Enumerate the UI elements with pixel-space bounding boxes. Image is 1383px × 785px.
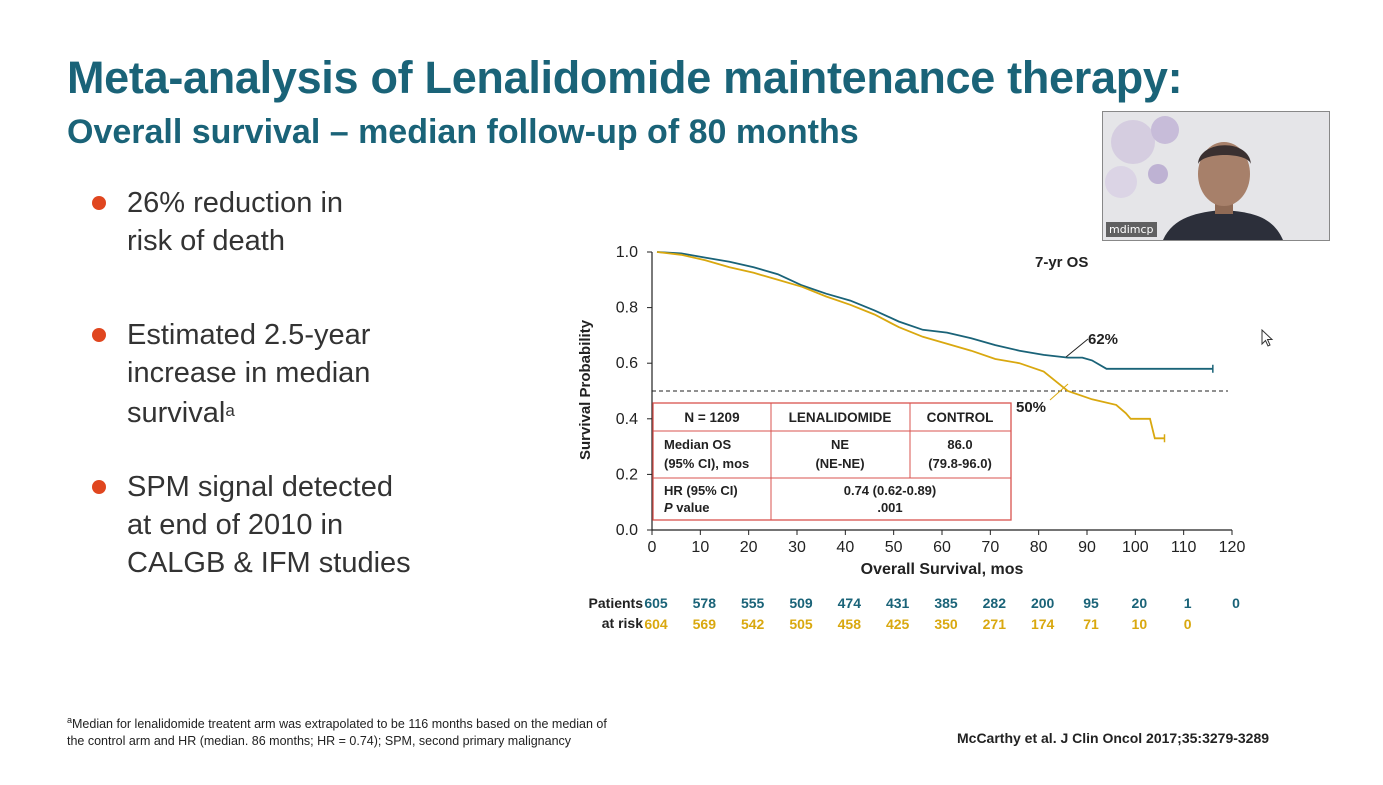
bullet-text: SPM signal detected at end of 2010 in CA…	[127, 471, 411, 579]
slide-subtitle: Overall survival – median follow-up of 8…	[67, 113, 859, 151]
bullet-dot-icon	[92, 328, 106, 342]
risk-count: 542	[741, 616, 765, 632]
chart-ticks: 0.0 0.2 0.4 0.6 0.8 1.0 0 10 20 30 40 50 60 70 80 90 100…	[616, 244, 1246, 556]
table-header-ctrl: CONTROL	[927, 410, 994, 425]
x-tick-label: 40	[836, 539, 854, 556]
risk-label-1: Patients	[589, 595, 644, 611]
risk-count: 605	[644, 595, 668, 611]
pointer-62-line	[1065, 338, 1089, 358]
risk-count: 578	[693, 595, 717, 611]
x-tick-label: 120	[1219, 539, 1246, 556]
risk-count: 71	[1083, 616, 1099, 632]
slide-title: Meta-analysis of Lenalidomide maintenanc…	[67, 52, 1183, 103]
x-tick-label: 30	[788, 539, 806, 556]
annotation-50: 50%	[1016, 399, 1046, 416]
risk-count: 509	[789, 595, 813, 611]
chart-curves	[656, 251, 1214, 443]
risk-count: 431	[886, 595, 910, 611]
risk-count: 385	[934, 595, 958, 611]
risk-count: 555	[741, 595, 765, 611]
table-row1-len: NE (NE-NE)	[815, 437, 864, 471]
y-tick-label: 0.0	[616, 522, 638, 539]
risk-count: 282	[983, 595, 1007, 611]
bullet-text: Estimated 2.5-year increase in median su…	[127, 319, 371, 429]
presenter-video-image	[1103, 112, 1329, 240]
risk-count: 425	[886, 616, 910, 632]
x-tick-label: 110	[1171, 539, 1197, 556]
x-tick-label: 60	[933, 539, 951, 556]
risk-count: 95	[1083, 595, 1099, 611]
x-tick-label: 90	[1078, 539, 1096, 556]
x-tick-label: 100	[1122, 539, 1149, 556]
x-tick-label: 80	[1030, 539, 1048, 556]
table-header-n: N = 1209	[684, 410, 739, 425]
summary-table: N = 1209 LENALIDOMIDE CONTROL Median OS(…	[652, 402, 1012, 521]
risk-count: 20	[1132, 595, 1148, 611]
table-row2-label-b: P value	[664, 500, 710, 515]
risk-count: 474	[838, 595, 862, 611]
x-tick-label: 50	[885, 539, 903, 556]
annotation-62: 62%	[1088, 331, 1118, 348]
y-tick-label: 0.4	[616, 411, 638, 428]
footnote: aMedian for lenalidomide treatent arm wa…	[67, 715, 607, 749]
mouse-cursor-icon	[1261, 329, 1274, 347]
lenalidomide-curve	[656, 251, 1165, 440]
risk-count: 0	[1232, 595, 1240, 611]
risk-count: 350	[934, 616, 958, 632]
citation: McCarthy et al. J Clin Oncol 2017;35:327…	[957, 730, 1270, 746]
risk-label-2: at risk	[602, 615, 643, 631]
table-row2-value: 0.74 (0.62-0.89) .001	[844, 483, 937, 515]
table-row1-ctrl: 86.0 (79.8-96.0)	[928, 437, 992, 471]
x-axis-label: Overall Survival, mos	[861, 561, 1024, 578]
control-curve	[656, 251, 1213, 370]
y-tick-label: 0.2	[616, 466, 638, 483]
x-tick-label: 70	[981, 539, 999, 556]
table-row1-label: Median OS (95% CI), mos	[664, 437, 749, 471]
x-tick-label: 20	[740, 539, 758, 556]
risk-count: 271	[983, 616, 1007, 632]
bullet-text: 26% reduction in risk of death	[127, 187, 344, 257]
y-tick-label: 0.6	[616, 355, 638, 372]
risk-count: 569	[693, 616, 717, 632]
x-tick-label: 10	[691, 539, 709, 556]
x-tick-label: 0	[648, 539, 657, 556]
table-row2-label-a: HR (95% CI)	[664, 483, 738, 498]
pointer-50-line	[1049, 383, 1069, 401]
risk-count: 1	[1184, 595, 1192, 611]
table-header-len: LENALIDOMIDE	[789, 410, 892, 425]
risk-count: 458	[838, 616, 862, 632]
risk-count: 505	[789, 616, 813, 632]
risk-table: Patients at risk 605 578 555 509 474 431 385 28…	[589, 595, 1241, 632]
video-thumbnail[interactable]: mdimcp	[1102, 111, 1330, 241]
bullet-dot-icon	[92, 480, 106, 494]
risk-count: 10	[1132, 616, 1148, 632]
annotation-7yr-os: 7-yr OS	[1035, 254, 1088, 271]
bullet-dot-icon	[92, 196, 106, 210]
risk-count: 174	[1031, 616, 1055, 632]
risk-count: 200	[1031, 595, 1055, 611]
risk-count: 604	[644, 616, 668, 632]
y-axis-label: Survival Probability	[577, 319, 594, 460]
y-tick-label: 1.0	[616, 244, 638, 261]
risk-count: 0	[1184, 616, 1192, 632]
video-name-tag: mdimcp	[1106, 222, 1157, 237]
y-tick-label: 0.8	[616, 300, 638, 317]
